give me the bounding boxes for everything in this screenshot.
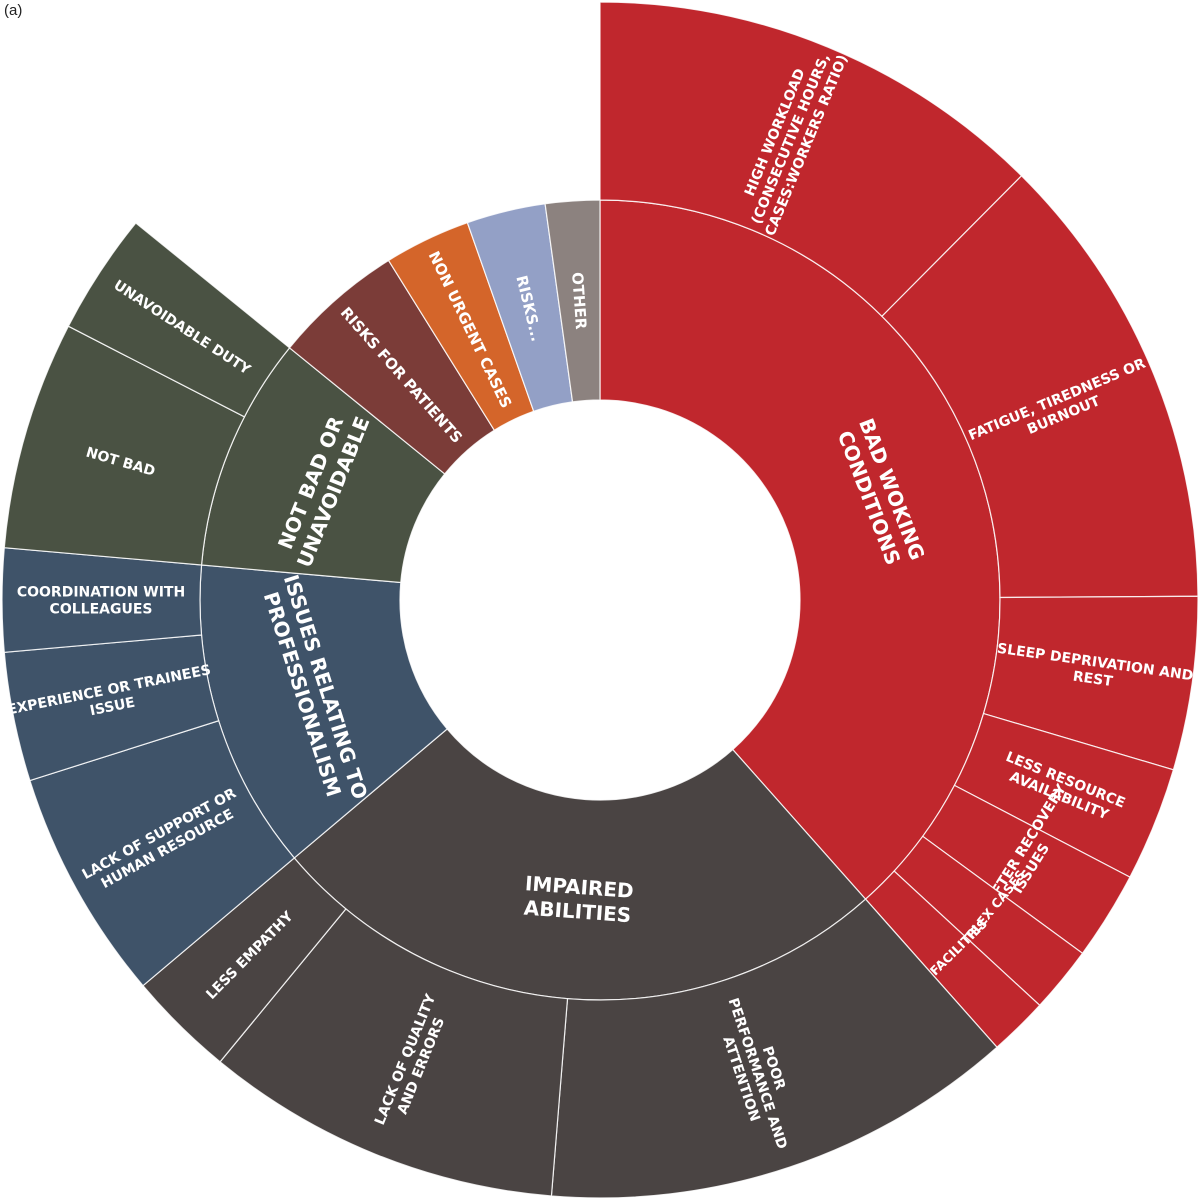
- sub-label-coordination-with-colleagues: COORDINATION WITH COLLEAGUES: [17, 584, 185, 617]
- panel-label: (a): [4, 2, 23, 19]
- theme-label-impaired-abilities: IMPAIREDABILITIES: [522, 871, 634, 927]
- sub-segment-unavoidable-duty: [67, 222, 291, 418]
- theme-label-other: OTHER: [568, 272, 590, 331]
- theme-segment-other: [544, 199, 601, 403]
